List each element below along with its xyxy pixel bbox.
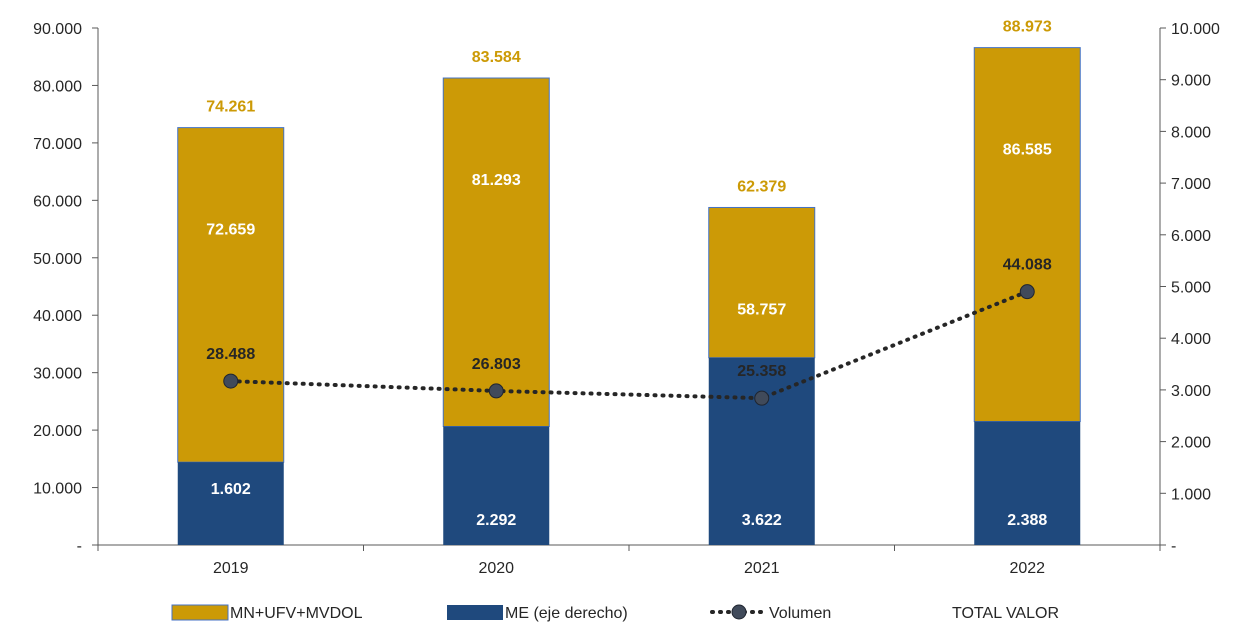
point-volumen <box>1019 284 1035 300</box>
bar-mn-ufv-mvdol <box>708 206 816 359</box>
y-left-tick-label: 10.000 <box>33 481 82 498</box>
y-left-tick-label: 70.000 <box>33 136 82 153</box>
data-label-mn: 81.293 <box>472 172 521 189</box>
bar-mn-ufv-mvdol <box>973 47 1081 423</box>
point-volumen <box>488 383 504 399</box>
y-right-tick-label: 5.000 <box>1171 280 1211 297</box>
bar-me <box>708 357 815 545</box>
x-tick-label: 2019 <box>213 560 249 577</box>
bar-me <box>443 426 550 545</box>
y-right-tick-label: 9.000 <box>1171 73 1211 90</box>
y-left-tick-label: 20.000 <box>33 423 82 440</box>
y-right-tick-label: 6.000 <box>1171 228 1211 245</box>
y-left-tick-label: 30.000 <box>33 366 82 383</box>
y-right-tick-label: 1.000 <box>1171 486 1211 503</box>
y-left-tick-label: 40.000 <box>33 308 82 325</box>
bar-me <box>177 462 284 545</box>
data-label-total: 88.973 <box>1003 19 1052 36</box>
y-right-tick-label: 3.000 <box>1171 383 1211 400</box>
data-label-volumen: 44.088 <box>1003 257 1052 274</box>
y-right-tick-label: 2.000 <box>1171 435 1211 452</box>
line-volumen <box>228 289 1030 401</box>
data-label-volumen: 28.488 <box>206 346 255 363</box>
bar-me <box>974 421 1081 545</box>
y-right-tick-label: - <box>1171 538 1176 555</box>
y-right-tick-label: 10.000 <box>1171 21 1220 38</box>
data-label-me: 1.602 <box>211 481 251 498</box>
y-left-tick-label: - <box>77 538 82 555</box>
data-label-total: 83.584 <box>472 49 521 66</box>
y-left-tick-label: 60.000 <box>33 193 82 210</box>
data-label-me: 2.292 <box>476 512 516 529</box>
data-label-me: 3.622 <box>742 512 782 529</box>
data-label-mn: 72.659 <box>206 222 255 239</box>
data-label-me: 2.388 <box>1007 512 1047 529</box>
legend-label-total-valor: TOTAL VALOR <box>952 605 1059 622</box>
data-label-volumen: 25.358 <box>737 363 786 380</box>
y-right-tick-label: 7.000 <box>1171 176 1211 193</box>
bar-mn-ufv-mvdol <box>177 127 285 463</box>
y-right-tick-label: 8.000 <box>1171 124 1211 141</box>
data-label-total: 62.379 <box>737 178 786 195</box>
y-left-tick-label: 80.000 <box>33 78 82 95</box>
legend-label-me: ME (eje derecho) <box>505 605 628 622</box>
x-tick-label: 2021 <box>744 560 780 577</box>
y-left-tick-label: 50.000 <box>33 251 82 268</box>
data-label-mn: 86.585 <box>1003 142 1052 159</box>
data-label-total: 74.261 <box>206 99 255 116</box>
legend-label-volumen: Volumen <box>769 605 831 622</box>
point-volumen <box>754 390 770 406</box>
legend-swatch-volumen-marker <box>731 604 747 620</box>
x-tick-label: 2020 <box>478 560 514 577</box>
y-left-tick-label: 90.000 <box>33 21 82 38</box>
data-label-volumen: 26.803 <box>472 356 521 373</box>
y-right-tick-label: 4.000 <box>1171 331 1211 348</box>
data-label-mn: 58.757 <box>737 301 786 318</box>
legend-swatch-me <box>447 605 503 620</box>
point-volumen <box>223 373 239 389</box>
legend-label-mn-ufv-mvdol: MN+UFV+MVDOL <box>230 605 363 622</box>
legend-swatch-mn-ufv-mvdol <box>171 604 229 621</box>
x-tick-label: 2022 <box>1009 560 1045 577</box>
bar-mn-ufv-mvdol <box>442 77 550 428</box>
